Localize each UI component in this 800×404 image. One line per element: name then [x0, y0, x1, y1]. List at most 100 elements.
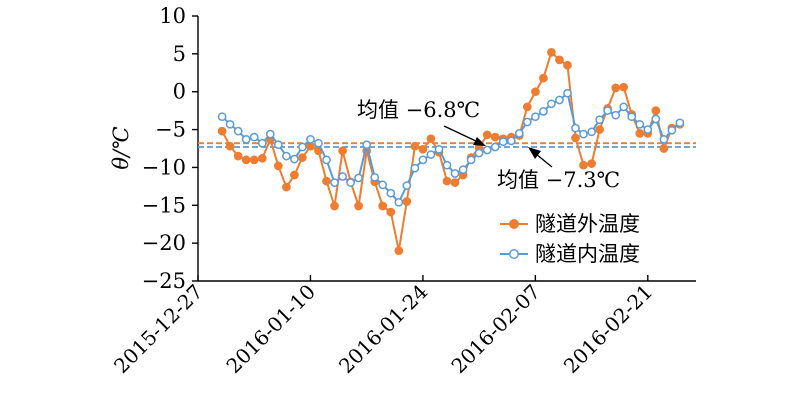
- data-point: [290, 154, 299, 164]
- legend-swatch-outside-marker: [509, 219, 519, 229]
- annotation-mean-inside: 均值 −7.3℃: [497, 147, 620, 192]
- legend-swatch-inside-marker: [509, 249, 519, 259]
- data-point: [627, 112, 637, 122]
- y-tick-label: −10: [142, 155, 186, 179]
- data-point: [282, 182, 291, 192]
- data-point: [426, 150, 436, 159]
- data-point: [667, 125, 677, 135]
- annotation-mean-outside-arrow: [443, 125, 479, 143]
- data-point: [402, 181, 412, 190]
- data-point: [442, 160, 452, 170]
- data-point: [306, 135, 315, 144]
- data-point: [225, 119, 235, 129]
- data-point: [386, 188, 396, 198]
- data-point: [531, 112, 540, 122]
- data-point: [619, 102, 629, 112]
- series-inside: [217, 88, 685, 207]
- data-point: [233, 126, 243, 136]
- x-tick-label: 2016-02-21: [559, 280, 658, 379]
- data-point: [217, 112, 227, 122]
- data-point: [522, 117, 532, 127]
- data-point: [539, 73, 548, 83]
- data-point: [322, 155, 331, 165]
- data-point: [257, 153, 267, 163]
- data-point: [273, 161, 283, 171]
- series-line: [221, 92, 681, 204]
- data-point: [659, 144, 669, 153]
- data-point: [338, 146, 347, 156]
- data-point: [466, 155, 476, 165]
- annotation-mean-inside-arrow: [535, 153, 553, 168]
- data-point: [482, 130, 492, 140]
- data-point: [298, 153, 307, 162]
- data-point: [498, 137, 508, 147]
- data-point: [474, 148, 484, 158]
- data-point: [611, 110, 621, 120]
- y-tick-label: 10: [159, 4, 186, 28]
- data-point: [225, 141, 235, 151]
- data-point: [257, 138, 267, 148]
- data-point: [426, 134, 436, 144]
- data-point: [418, 144, 428, 154]
- legend-item-outside: 隧道外温度: [500, 212, 640, 236]
- data-point: [587, 127, 596, 137]
- annotation-mean-outside-text: 均值 −6.8℃: [357, 98, 480, 122]
- annotation-mean-inside-arrowhead: [528, 147, 541, 159]
- annotation-mean-inside-text: 均值 −7.3℃: [497, 168, 620, 192]
- x-tick-label: 2015-12-27: [109, 280, 208, 379]
- legend-label-inside: 隧道内温度: [535, 242, 640, 266]
- y-tick-label: −25: [142, 269, 186, 293]
- data-point: [490, 142, 500, 152]
- data-point: [362, 140, 372, 150]
- data-point: [651, 106, 661, 115]
- data-point: [378, 180, 388, 190]
- data-point: [458, 165, 468, 175]
- data-point: [241, 135, 251, 144]
- data-point: [635, 119, 645, 129]
- data-point: [635, 129, 645, 138]
- data-point: [522, 102, 532, 112]
- data-point: [643, 125, 653, 134]
- data-point: [330, 178, 339, 187]
- data-point: [603, 106, 612, 115]
- data-point: [314, 138, 323, 148]
- data-point: [434, 144, 444, 154]
- data-point: [418, 155, 428, 165]
- data-point: [531, 87, 540, 97]
- data-point: [322, 176, 331, 186]
- x-tick-label: 2016-01-10: [221, 280, 320, 379]
- data-point: [298, 142, 307, 152]
- data-point: [330, 201, 339, 211]
- data-point: [410, 163, 420, 173]
- data-point: [394, 197, 404, 207]
- x-tick-label: 2016-01-24: [334, 280, 433, 379]
- data-point: [378, 201, 388, 211]
- data-point: [394, 246, 404, 256]
- x-tick-group: 2015-12-27 2016-01-10 2016-01-24 2016-02-07…: [109, 275, 657, 378]
- data-point: [563, 60, 572, 70]
- data-point: [241, 155, 251, 165]
- data-point: [587, 159, 596, 168]
- data-point: [506, 136, 516, 146]
- series-layer: [217, 47, 685, 256]
- y-tick-label: −20: [142, 231, 186, 255]
- data-point: [579, 160, 588, 170]
- data-point: [386, 207, 396, 217]
- legend: 隧道外温度 隧道内温度: [500, 212, 640, 266]
- data-point: [290, 170, 299, 180]
- y-axis-label: θ/℃: [109, 126, 133, 170]
- y-tick-label: 0: [173, 80, 186, 104]
- data-point: [346, 178, 355, 187]
- data-point: [619, 82, 629, 92]
- data-point: [450, 178, 460, 187]
- data-point: [249, 132, 259, 142]
- y-tick-label: −15: [142, 193, 186, 217]
- data-point: [571, 133, 580, 143]
- data-point: [595, 115, 604, 125]
- data-point: [370, 172, 380, 182]
- annotation-mean-outside: 均值 −6.8℃: [357, 98, 486, 146]
- x-tick-label: 2016-02-07: [446, 280, 545, 379]
- data-point: [539, 107, 548, 116]
- data-point: [410, 141, 420, 151]
